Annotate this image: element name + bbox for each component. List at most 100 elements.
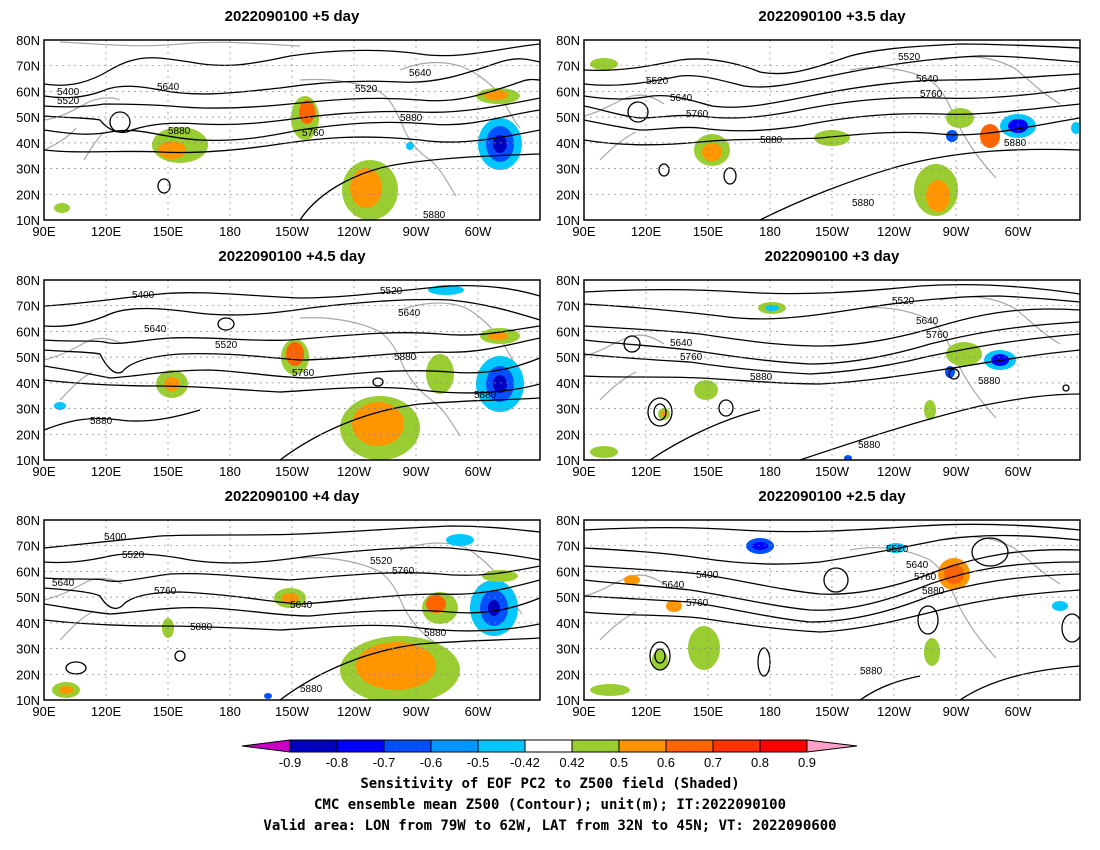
svg-text:50N: 50N — [556, 110, 580, 125]
svg-text:120E: 120E — [91, 704, 122, 719]
map-frame — [583, 519, 1081, 701]
sensitivity-shading — [54, 88, 522, 220]
contour-label: 5640 — [52, 578, 75, 589]
contour-label: 5760 — [686, 598, 709, 609]
colorbar-tick: -0.5 — [467, 755, 489, 770]
colorbar-box — [290, 740, 337, 752]
contour-label: 5760 — [680, 352, 703, 363]
svg-text:60W: 60W — [1005, 704, 1032, 719]
svg-text:150E: 150E — [693, 464, 724, 479]
contour-label: 5760 — [302, 128, 325, 139]
svg-text:30N: 30N — [16, 402, 40, 417]
svg-text:120E: 120E — [631, 704, 662, 719]
colorbar-tick: 0.42 — [559, 755, 584, 770]
svg-text:150W: 150W — [815, 224, 850, 239]
svg-text:10N: 10N — [556, 213, 580, 228]
svg-text:150E: 150E — [153, 224, 184, 239]
contour-label: 5880 — [300, 684, 323, 695]
contour-labels: 5400 5520 5640 5760 5880 5640 5520 5760 … — [52, 532, 447, 695]
svg-text:80N: 80N — [16, 273, 40, 288]
map-panel-1: 2022090100 +3.5 day — [556, 8, 1081, 239]
svg-text:150W: 150W — [275, 224, 310, 239]
map-frame — [43, 519, 541, 701]
contour-label: 5640 — [409, 68, 432, 79]
svg-text:90W: 90W — [943, 464, 970, 479]
svg-text:180: 180 — [219, 224, 241, 239]
svg-text:70N: 70N — [556, 539, 580, 554]
colorbar-box — [431, 740, 478, 752]
contour-label: 5760 — [926, 330, 949, 341]
svg-text:70N: 70N — [556, 299, 580, 314]
z500-contours — [44, 284, 540, 460]
svg-text:180: 180 — [759, 464, 781, 479]
svg-text:50N: 50N — [16, 110, 40, 125]
contour-label: 5640 — [670, 338, 693, 349]
contour-label: 5640 — [916, 74, 939, 85]
svg-text:60N: 60N — [556, 324, 580, 339]
contour-label: 5880 — [922, 586, 945, 597]
svg-text:90W: 90W — [403, 464, 430, 479]
colorbar-tick: -0.9 — [279, 755, 301, 770]
grid — [44, 40, 540, 220]
svg-text:10N: 10N — [16, 693, 40, 708]
lon-ticks: 90E 120E 150E 180 150W 120W 90W 60W — [572, 704, 1032, 719]
svg-text:180: 180 — [219, 464, 241, 479]
caption-line-2: CMC ensemble mean Z500 (Contour); unit(m… — [313, 797, 786, 813]
svg-text:150E: 150E — [693, 704, 724, 719]
svg-text:30N: 30N — [556, 162, 580, 177]
contour-labels: 5400 5640 5760 5520 5640 5760 5880 5880 — [662, 544, 945, 677]
svg-text:180: 180 — [759, 704, 781, 719]
svg-text:90E: 90E — [572, 464, 595, 479]
grid — [44, 280, 540, 460]
lon-ticks: 90E 120E 150E 180 150W 120W 90W 60W — [32, 464, 492, 479]
colorbar-box — [384, 740, 431, 752]
lat-ticks: 80N 70N 60N 50N 40N 30N 20N 10N — [16, 513, 40, 708]
contour-label: 5880 — [424, 628, 447, 639]
svg-text:10N: 10N — [16, 453, 40, 468]
svg-text:150W: 150W — [275, 464, 310, 479]
contour-labels: 5400 5520 5640 5520 5640 5760 5880 5880 … — [57, 68, 446, 221]
lon-ticks: 90E 120E 150E 180 150W 120W 90W 60W — [32, 704, 492, 719]
contour-label: 5880 — [1004, 138, 1027, 149]
svg-text:30N: 30N — [556, 642, 580, 657]
svg-text:40N: 40N — [16, 616, 40, 631]
colorbar-box — [337, 740, 384, 752]
lat-ticks: 80N 70N 60N 50N 40N 30N 20N 10N — [16, 273, 40, 468]
colorbar-box — [713, 740, 760, 752]
svg-text:70N: 70N — [16, 299, 40, 314]
svg-text:60W: 60W — [1005, 464, 1032, 479]
contour-label: 5880 — [750, 372, 773, 383]
colorbar-box — [666, 740, 713, 752]
svg-text:30N: 30N — [16, 162, 40, 177]
svg-text:70N: 70N — [556, 59, 580, 74]
colorbar-tick: -0.6 — [420, 755, 442, 770]
svg-text:90E: 90E — [572, 224, 595, 239]
svg-text:60N: 60N — [16, 564, 40, 579]
contour-label: 5400 — [132, 290, 155, 301]
z500-contours — [584, 523, 1080, 700]
svg-text:120W: 120W — [877, 704, 912, 719]
svg-text:60N: 60N — [556, 564, 580, 579]
grid — [584, 40, 1080, 220]
contour-label: 5880 — [394, 352, 417, 363]
svg-text:20N: 20N — [16, 427, 40, 442]
svg-text:90E: 90E — [32, 704, 55, 719]
svg-text:120E: 120E — [631, 464, 662, 479]
map-frame — [43, 279, 541, 461]
svg-text:60W: 60W — [465, 224, 492, 239]
colorbar-box — [478, 740, 525, 752]
svg-text:90W: 90W — [403, 704, 430, 719]
sensitivity-shading — [54, 285, 524, 460]
lon-ticks: 90E 120E 150E 180 150W 120W 90W 60W — [32, 224, 492, 239]
svg-text:60W: 60W — [465, 464, 492, 479]
colorbar-arrow-left — [242, 740, 290, 752]
contour-label: 5640 — [662, 580, 685, 591]
contour-label: 5880 — [190, 622, 213, 633]
lon-ticks: 90E 120E 150E 180 150W 120W 90W 60W — [572, 224, 1032, 239]
svg-text:150E: 150E — [153, 704, 184, 719]
lon-ticks: 90E 120E 150E 180 150W 120W 90W 60W — [572, 464, 1032, 479]
contour-label: 5520 — [215, 340, 238, 351]
svg-text:90E: 90E — [572, 704, 595, 719]
contour-label: 5520 — [122, 550, 145, 561]
svg-text:50N: 50N — [556, 350, 580, 365]
